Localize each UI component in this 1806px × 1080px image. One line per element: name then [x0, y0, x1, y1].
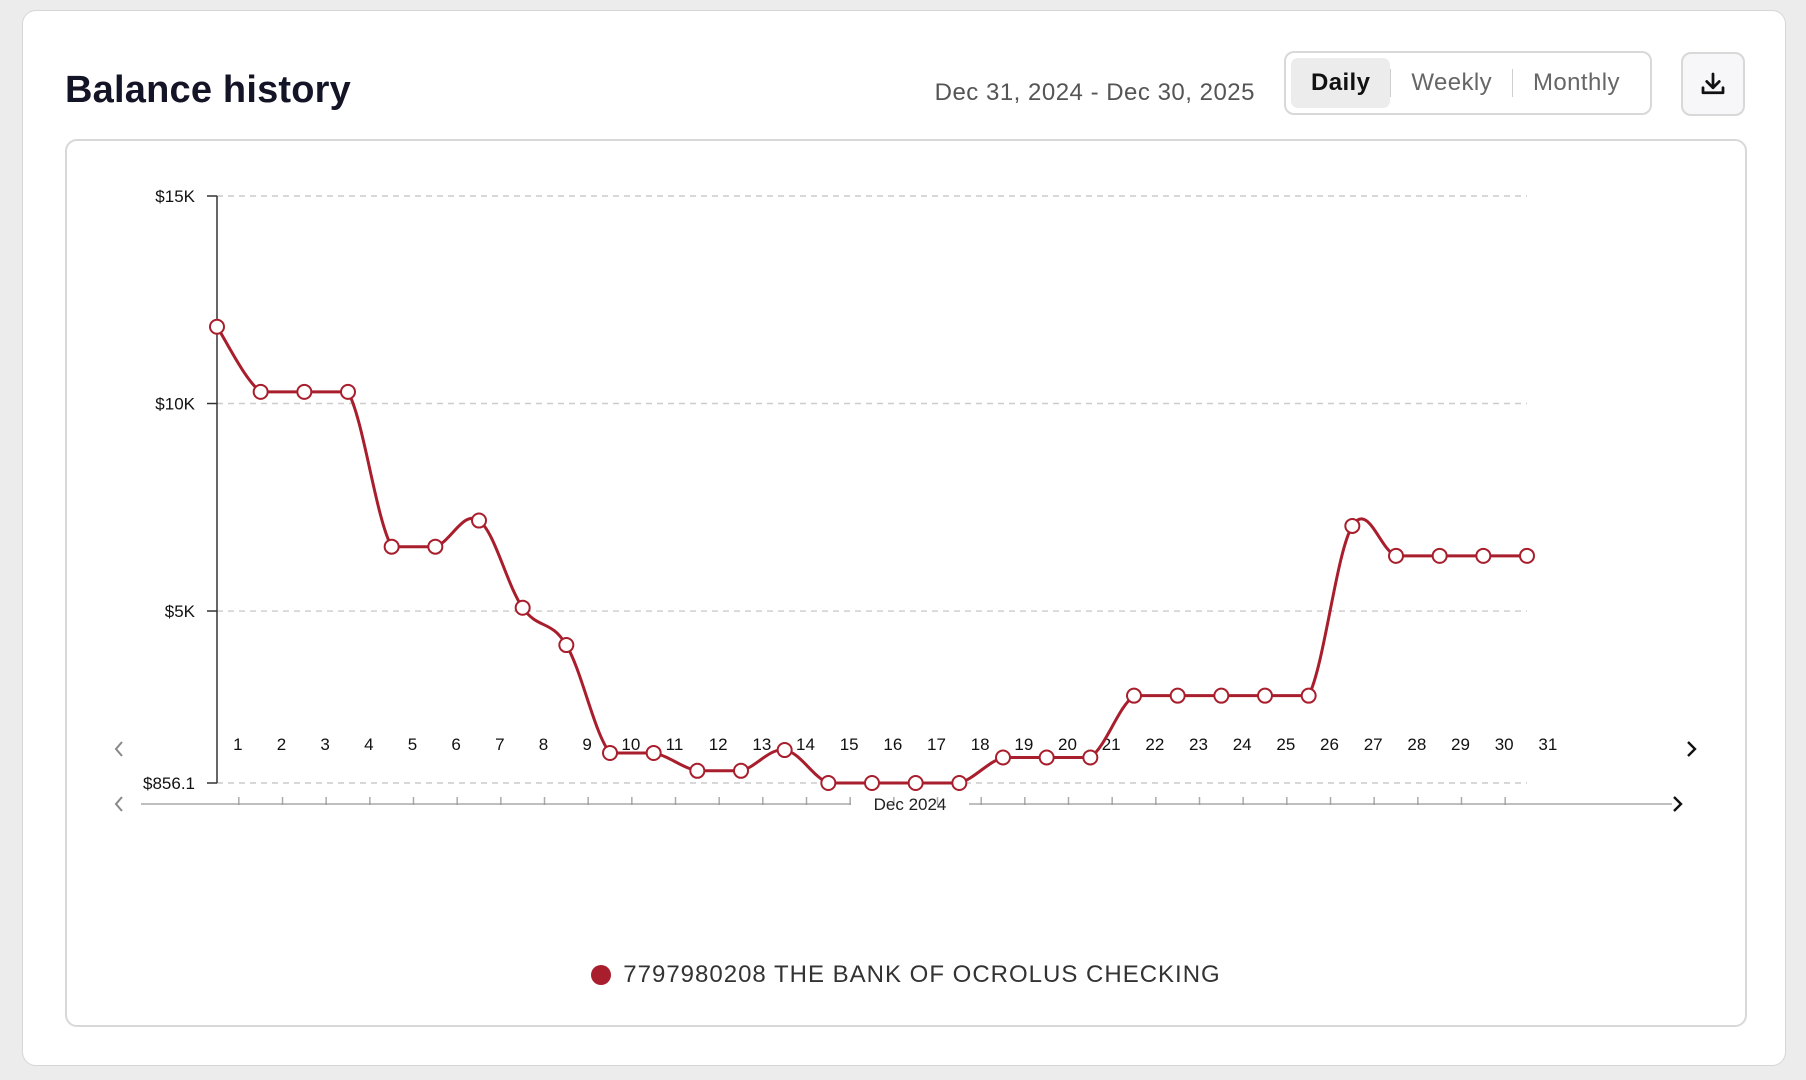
x-tick-label: 24: [1233, 735, 1252, 754]
x-tick-label: 21: [1102, 735, 1121, 754]
data-point[interactable]: [1169, 687, 1186, 704]
legend-marker: [591, 965, 612, 985]
x-tick-label: 19: [1014, 735, 1033, 754]
data-point[interactable]: [252, 383, 269, 400]
x-tick-label: 14: [796, 735, 815, 754]
x-tick-label: 23: [1189, 735, 1208, 754]
weekly-button[interactable]: Weekly: [1411, 69, 1493, 96]
data-point[interactable]: [1300, 687, 1317, 704]
balance-history-card: Balance history Dec 31, 2024 - Dec 30, 2…: [22, 10, 1786, 1066]
data-point[interactable]: [995, 749, 1011, 766]
data-point[interactable]: [1126, 687, 1142, 704]
data-point[interactable]: [1257, 687, 1273, 704]
data-point[interactable]: [907, 775, 924, 791]
legend-label: 7797980208 THE BANK OF OCROLUS CHECKING: [623, 961, 1221, 988]
navigator-label: Dec 2024: [874, 795, 947, 814]
data-point[interactable]: [427, 538, 444, 555]
x-tick-label: 7: [495, 735, 504, 754]
data-point[interactable]: [209, 318, 225, 335]
data-point[interactable]: [776, 742, 793, 759]
balance-line-chart: $15K$10K$5K$856.1 1 2 3 4 5 6 7 8 9 10 11 12 13 14 15 1…: [114, 187, 1697, 814]
x-tick-label: 8: [539, 735, 548, 754]
x-tick-label: 6: [451, 735, 460, 754]
x-tick-label: 3: [320, 735, 329, 754]
data-point[interactable]: [733, 762, 749, 779]
x-tick-label: 9: [582, 735, 591, 754]
x-tick-label: 5: [408, 735, 417, 754]
x-tick-label: 28: [1407, 735, 1426, 754]
x-tick-label: 15: [840, 735, 859, 754]
navigator-prev-arrow[interactable]: [114, 796, 123, 812]
x-tick-label: 17: [927, 735, 946, 754]
data-points: [209, 318, 1535, 791]
x-tick-label: 10: [621, 735, 640, 754]
y-axis-labels: $15K $10K $5K $856.1: [143, 187, 196, 793]
y-tick-label: $10K: [155, 395, 195, 414]
data-point[interactable]: [383, 538, 400, 555]
data-point[interactable]: [820, 775, 837, 791]
page-title: Balance history: [65, 69, 351, 111]
data-point[interactable]: [1388, 547, 1404, 564]
range-navigator[interactable]: Dec 2024: [114, 795, 1683, 814]
data-point[interactable]: [1519, 547, 1535, 564]
x-axis-labels: 1 2 3 4 5 6 7 8 9 10 11 12 13 14 15 16 17 18 19 20 21 22 23 24 2…: [233, 735, 1557, 805]
data-point[interactable]: [1344, 517, 1361, 534]
x-tick-label: 26: [1320, 735, 1339, 754]
y-tick-label: $5K: [165, 602, 196, 621]
daily-button[interactable]: Daily: [1291, 58, 1391, 108]
x-tick-label: 31: [1538, 735, 1557, 754]
y-tick-label: $15K: [155, 187, 195, 206]
x-axis-next-arrow[interactable]: [1687, 741, 1697, 757]
data-point[interactable]: [1475, 547, 1492, 564]
x-tick-label: 16: [883, 735, 902, 754]
x-tick-label: 22: [1145, 735, 1164, 754]
data-point[interactable]: [864, 775, 880, 791]
series-line: [215, 325, 1527, 785]
data-point[interactable]: [558, 637, 575, 654]
data-point[interactable]: [602, 744, 618, 761]
toggle-divider: [1512, 69, 1514, 97]
chart-legend: 7797980208 THE BANK OF OCROLUS CHECKING: [67, 961, 1745, 989]
download-button[interactable]: [1681, 52, 1745, 116]
navigator-next-arrow[interactable]: [1673, 796, 1683, 812]
x-tick-label: 18: [971, 735, 990, 754]
toggle-divider: [1390, 69, 1392, 97]
x-tick-label: 4: [364, 735, 373, 754]
x-tick-label: 1: [233, 735, 242, 754]
data-point[interactable]: [645, 744, 662, 761]
x-axis-prev-arrow[interactable]: [114, 741, 123, 757]
data-point[interactable]: [1082, 749, 1099, 766]
data-point[interactable]: [514, 599, 531, 616]
x-tick-label: 13: [752, 735, 771, 754]
data-point[interactable]: [471, 512, 487, 529]
chart-container: $15K $10K $5K $856.1 1 2 3 4 5 6 7 8 9 10 11 12 13 14 15 1…: [65, 139, 1747, 1027]
x-tick-label: 11: [666, 735, 684, 754]
data-point[interactable]: [951, 775, 968, 791]
x-tick-label: 20: [1058, 735, 1077, 754]
x-tick-label: 27: [1364, 735, 1383, 754]
date-range: Dec 31, 2024 - Dec 30, 2025: [934, 79, 1255, 106]
data-point[interactable]: [296, 383, 313, 400]
y-tick-label: $856.1: [143, 774, 195, 793]
x-tick-label: 12: [709, 735, 728, 754]
x-tick-label: 25: [1276, 735, 1295, 754]
data-point[interactable]: [689, 762, 706, 779]
x-tick-label: 29: [1451, 735, 1470, 754]
monthly-button[interactable]: Monthly: [1533, 69, 1620, 96]
data-point[interactable]: [1431, 547, 1448, 564]
data-point[interactable]: [340, 383, 356, 400]
x-tick-label: 2: [277, 735, 286, 754]
view-toggle: Daily Weekly Monthly: [1284, 51, 1652, 115]
data-point[interactable]: [1213, 687, 1230, 704]
grid-lines: [207, 195, 1527, 784]
data-point[interactable]: [1038, 749, 1055, 766]
download-icon: [1701, 72, 1725, 95]
x-tick-label: 30: [1495, 735, 1514, 754]
